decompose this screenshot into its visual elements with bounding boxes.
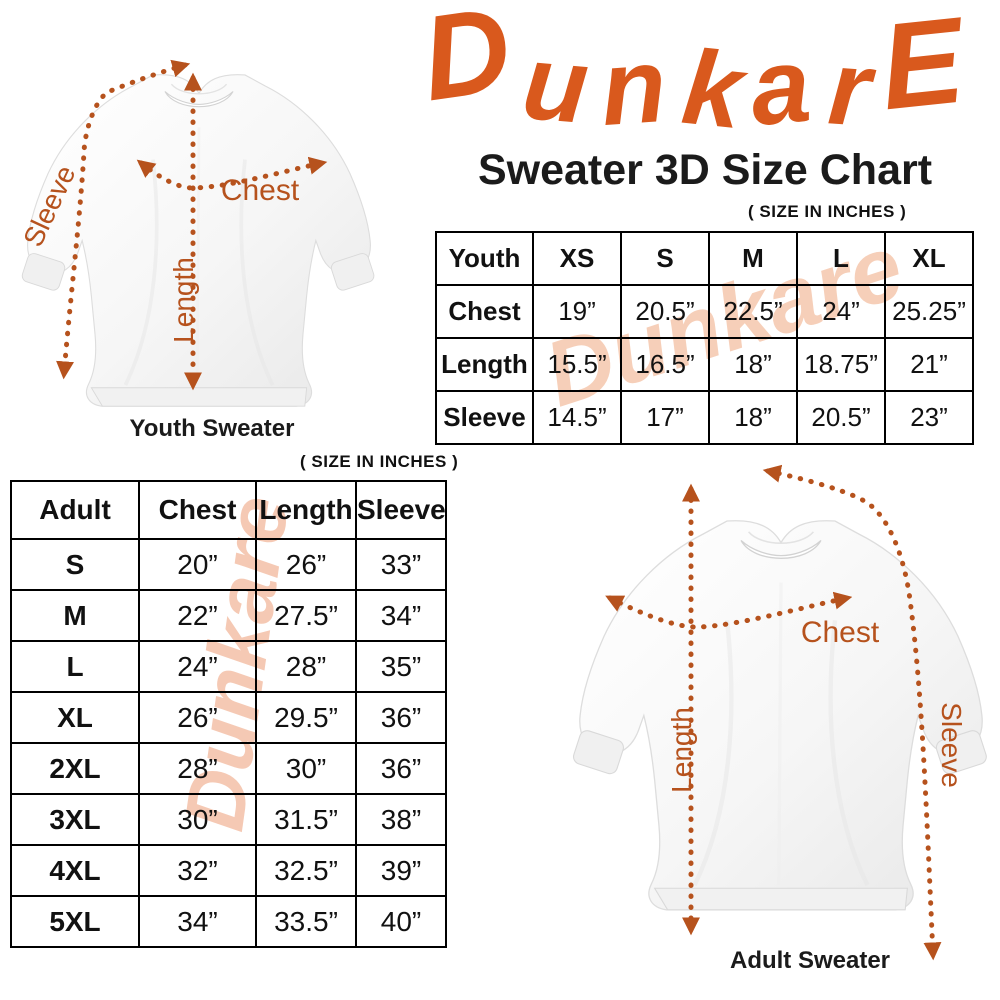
svg-text:Youth Sweater: Youth Sweater <box>130 415 295 442</box>
svg-text:Length: Length <box>168 257 199 343</box>
svg-text:Length: Length <box>666 707 697 793</box>
svg-text:Sleeve: Sleeve <box>17 161 81 252</box>
svg-text:Chest: Chest <box>801 616 880 649</box>
svg-text:Sleeve: Sleeve <box>936 702 967 788</box>
svg-text:Chest: Chest <box>221 174 300 207</box>
svg-text:Adult Sweater: Adult Sweater <box>730 947 890 974</box>
